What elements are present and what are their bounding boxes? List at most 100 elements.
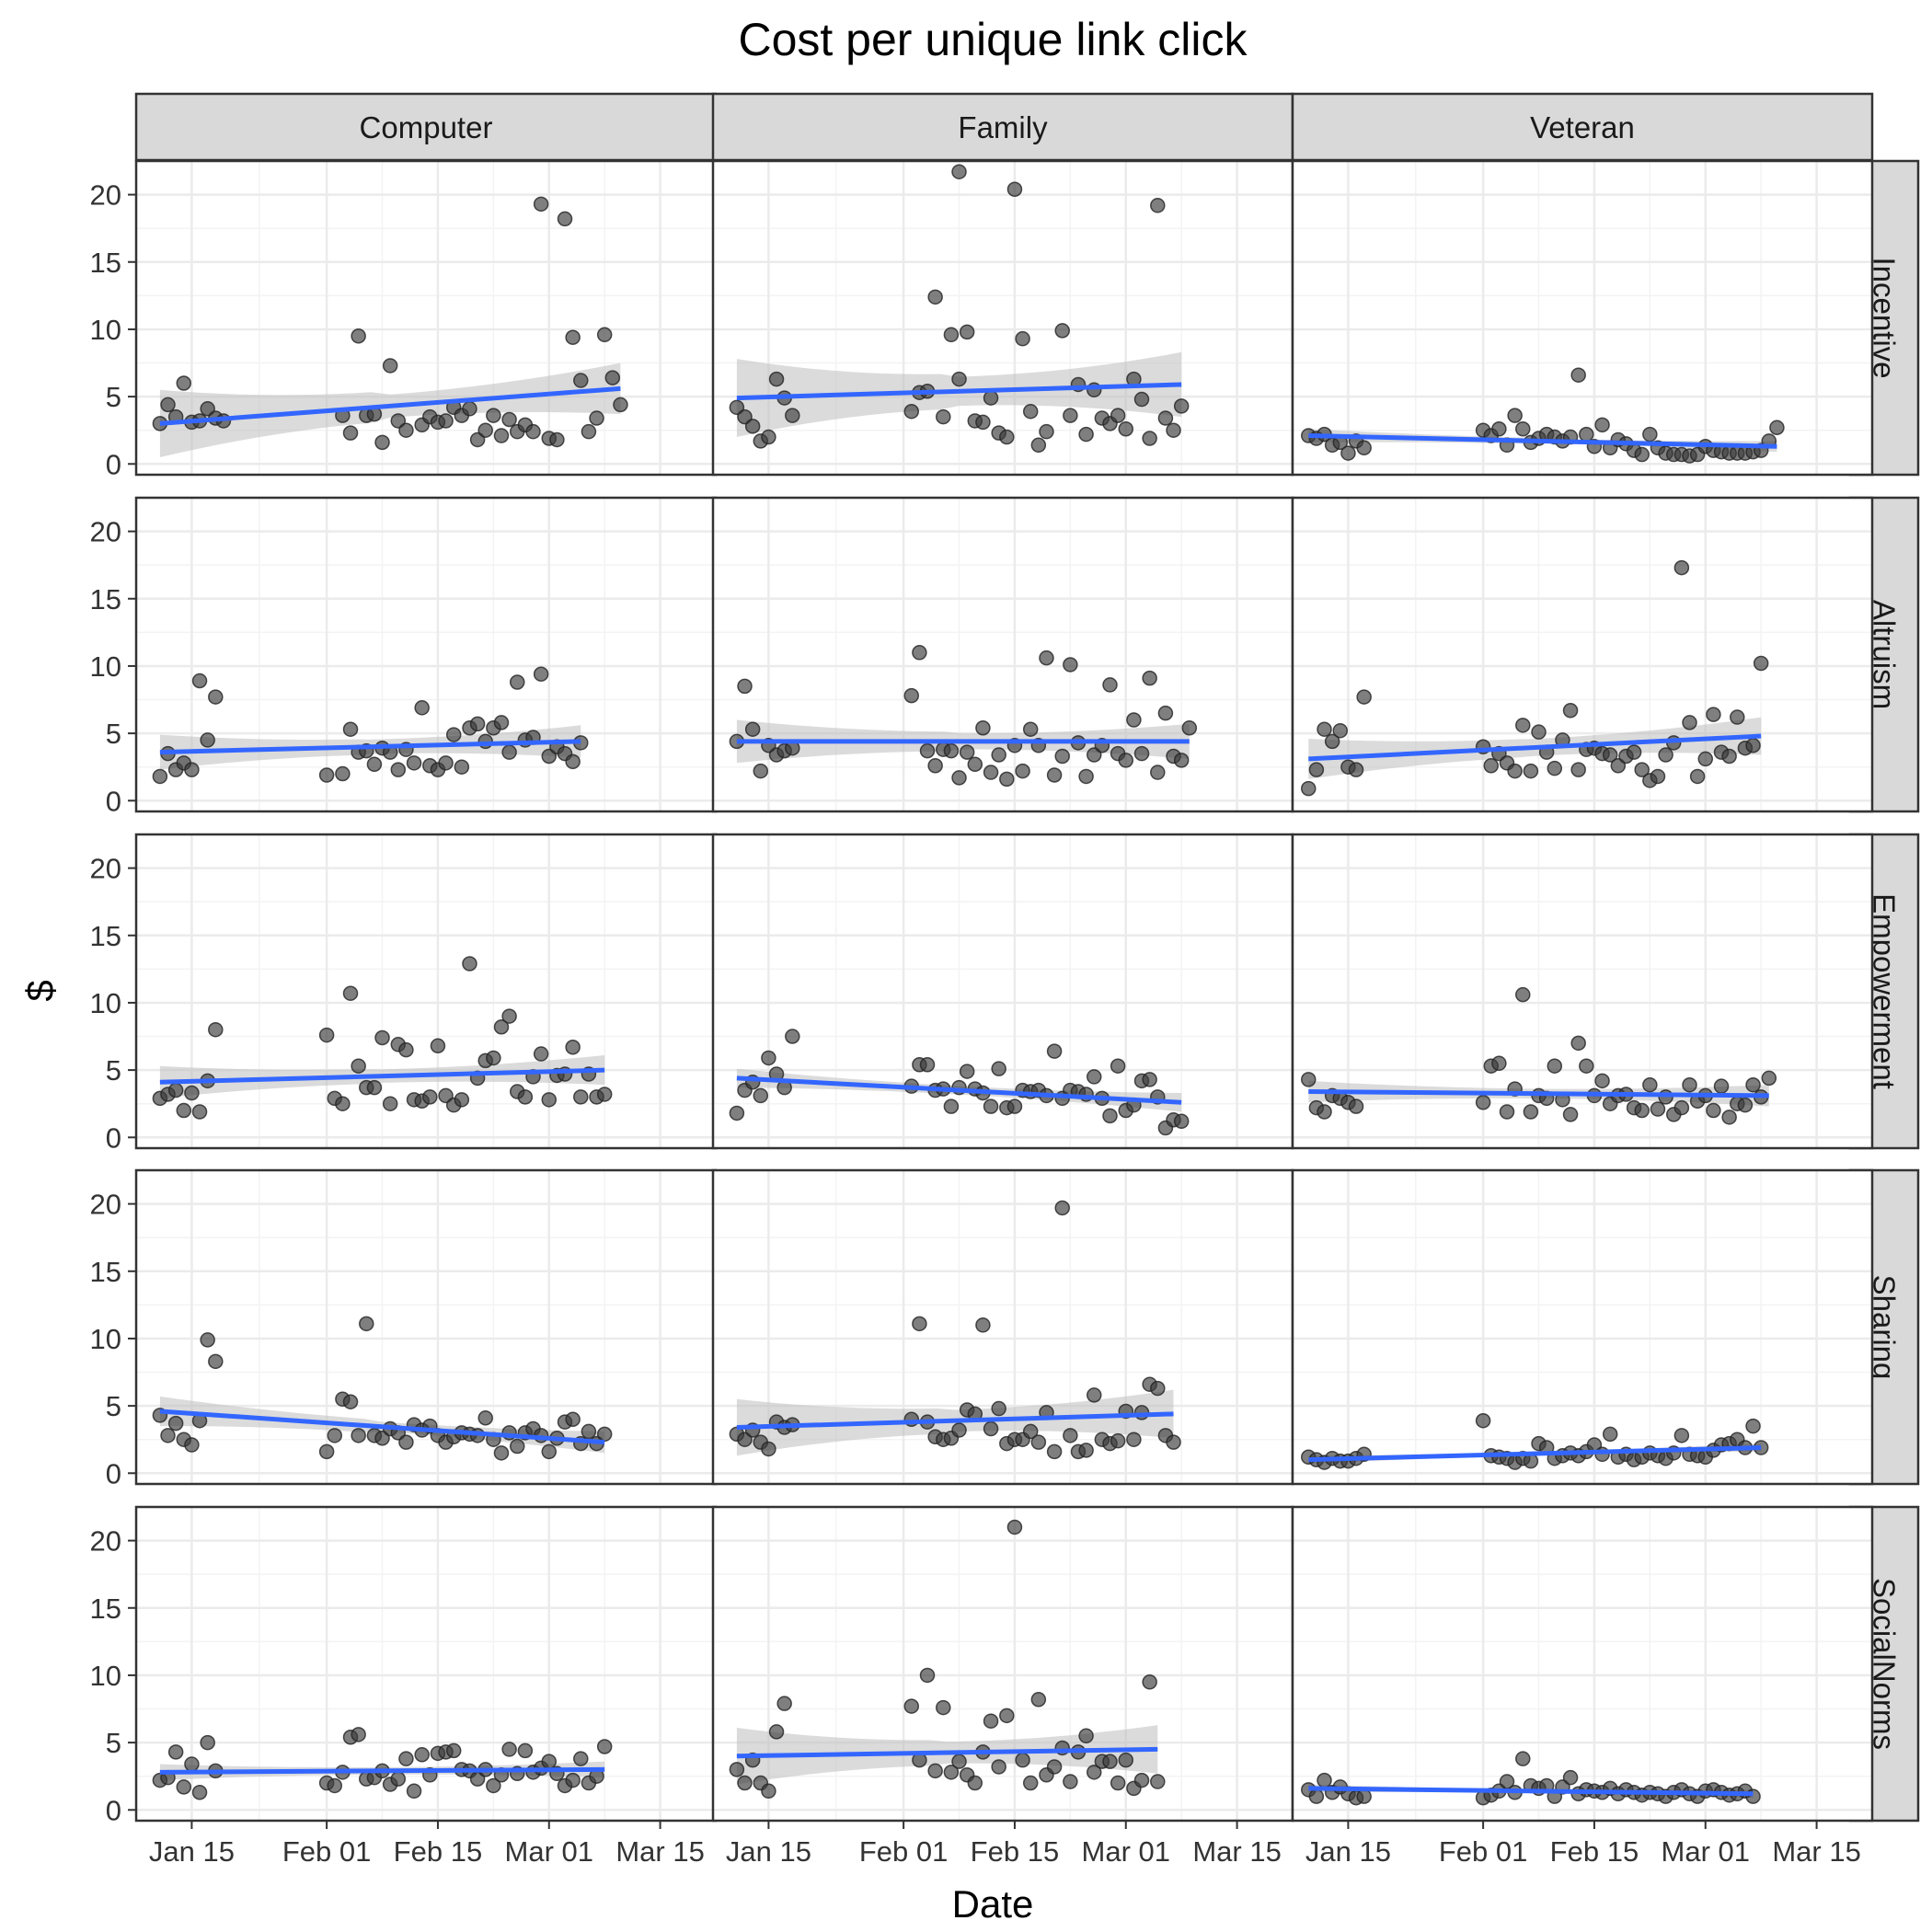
data-point: [1634, 762, 1650, 777]
data-point: [1706, 1102, 1721, 1119]
data-point: [200, 1734, 215, 1751]
data-point: [351, 328, 366, 344]
data-point: [1022, 1775, 1039, 1791]
data-point: [342, 425, 359, 441]
y-tick-label: 20: [90, 516, 121, 548]
trend-line: [159, 1067, 605, 1085]
data-point: [160, 397, 176, 413]
data-point: [565, 329, 581, 345]
x-tick-label: Jan 15: [1305, 1835, 1391, 1868]
data-point: [462, 956, 477, 972]
panel-background: [1293, 1170, 1872, 1484]
data-point: [1634, 446, 1650, 463]
data-point: [184, 762, 200, 777]
data-point: [1015, 330, 1030, 347]
y-tick-label: 20: [90, 853, 121, 885]
data-point: [1523, 1104, 1539, 1120]
data-point: [398, 1041, 414, 1058]
data-point: [573, 373, 589, 388]
y-tick-label: 20: [90, 179, 121, 212]
data-point: [398, 1751, 414, 1766]
data-point: [1348, 762, 1364, 777]
data-point: [565, 753, 581, 770]
data-point: [509, 674, 525, 690]
data-point: [1142, 670, 1157, 686]
x-axis-title: Date: [952, 1882, 1034, 1926]
data-point: [753, 763, 769, 779]
data-point: [1046, 1043, 1063, 1059]
panel-background: [1293, 161, 1872, 475]
data-point: [335, 765, 351, 782]
data-point: [1133, 745, 1150, 762]
y-tick-label: 5: [106, 1054, 121, 1087]
panel-veteran-incentive: [1291, 159, 1874, 477]
data-point: [541, 1443, 558, 1460]
column-strip-label: Veteran: [1530, 110, 1635, 144]
data-point: [1150, 765, 1166, 780]
trend-line: [159, 1409, 605, 1445]
data-point: [1173, 1113, 1190, 1129]
data-point: [414, 700, 430, 716]
data-point: [1594, 417, 1610, 433]
data-point: [533, 1046, 549, 1062]
data-point: [1110, 1058, 1126, 1074]
data-point: [533, 666, 549, 682]
data-point: [1340, 445, 1356, 461]
panel-border: [1291, 496, 1874, 813]
data-point: [903, 1698, 920, 1714]
data-point: [1324, 733, 1340, 750]
data-point: [1166, 1434, 1181, 1450]
data-point: [1022, 721, 1039, 737]
data-point: [390, 1771, 407, 1787]
trend-line: [736, 1075, 1182, 1105]
data-point: [517, 1742, 534, 1759]
data-point: [1030, 437, 1047, 454]
y-tick-label: 0: [106, 448, 121, 480]
data-point: [596, 1739, 613, 1754]
data-point: [477, 422, 493, 438]
data-point: [768, 371, 785, 387]
confidence-band: [736, 351, 1182, 437]
x-tick-label: Mar 01: [1082, 1835, 1170, 1868]
data-point: [1658, 747, 1673, 763]
panel-background: [136, 1170, 716, 1484]
data-point: [1706, 707, 1721, 722]
panel-background: [1293, 1507, 1872, 1821]
data-point: [533, 196, 549, 213]
data-point: [1713, 1078, 1730, 1094]
data-point: [398, 422, 414, 438]
data-point: [406, 755, 422, 771]
data-point: [351, 1727, 366, 1742]
data-point: [927, 289, 943, 305]
data-point: [581, 1423, 597, 1440]
data-point: [454, 759, 470, 775]
x-tick-label: Feb 15: [1550, 1835, 1639, 1868]
data-point: [1769, 420, 1785, 436]
panel-background: [713, 498, 1293, 811]
panel-border: [1291, 1505, 1874, 1823]
data-point: [1173, 398, 1190, 414]
data-point: [1634, 1102, 1650, 1119]
chart-title: Cost per unique link click: [738, 14, 1248, 65]
data-point: [406, 1783, 422, 1800]
data-point: [565, 1411, 581, 1428]
data-point: [951, 1422, 967, 1438]
data-point: [1721, 748, 1737, 765]
data-point: [785, 408, 800, 423]
data-point: [208, 689, 224, 705]
data-point: [1150, 198, 1166, 213]
data-point: [975, 1317, 991, 1333]
data-point: [359, 1316, 374, 1332]
data-point: [983, 1713, 999, 1729]
data-point: [999, 771, 1015, 788]
data-point: [382, 358, 398, 374]
data-point: [1110, 408, 1126, 423]
data-point: [1650, 1101, 1666, 1117]
data-point: [1150, 1380, 1166, 1397]
trend-line: [1308, 733, 1762, 762]
data-point: [366, 756, 383, 773]
data-point: [596, 327, 613, 343]
data-point: [469, 716, 486, 732]
data-point: [959, 1064, 975, 1079]
data-point: [422, 1089, 438, 1105]
